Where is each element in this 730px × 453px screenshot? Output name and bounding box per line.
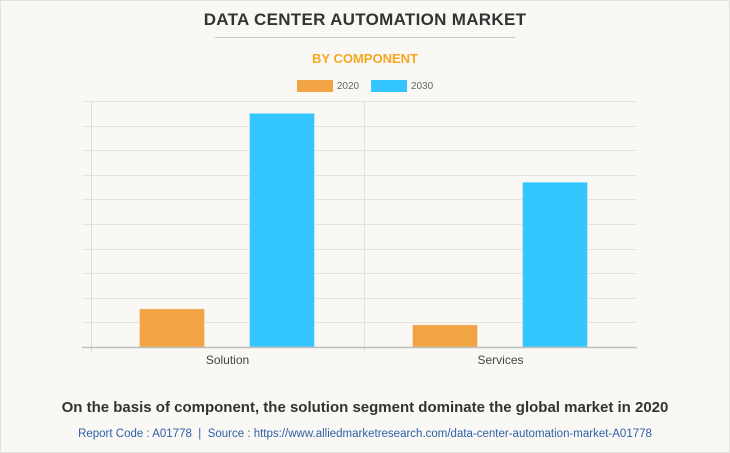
insight-caption: On the basis of component, the solution … xyxy=(61,399,669,416)
axes xyxy=(82,101,637,353)
x-tick-label: Solution xyxy=(206,353,249,367)
x-axis-labels: Solution Services xyxy=(206,353,524,367)
separator: | xyxy=(198,428,202,440)
source-line: Report Code : A01778 | Source : https://… xyxy=(0,428,730,440)
bar-solution-2020 xyxy=(139,308,205,348)
legend: 2020 2030 xyxy=(0,80,730,95)
bar-services-2030 xyxy=(522,181,588,348)
chart-subtitle: BY COMPONENT xyxy=(312,51,418,66)
legend-swatch-2030 xyxy=(370,80,407,92)
legend-label-2030: 2030 xyxy=(410,80,434,92)
bar-services-2020 xyxy=(412,324,478,348)
report-code: Report Code : A01778 xyxy=(78,428,192,440)
legend-label-2020: 2020 xyxy=(336,80,360,92)
chart-title: DATA CENTER AUTOMATION MARKET xyxy=(203,10,527,29)
legend-item-2020[interactable]: 2020 xyxy=(296,80,360,92)
bar-solution-2030 xyxy=(249,112,315,348)
legend-swatch-2020 xyxy=(296,80,333,92)
title-divider xyxy=(215,37,515,38)
x-tick-label: Services xyxy=(477,353,523,367)
source-link[interactable]: Source : https://www.alliedmarketresearc… xyxy=(207,428,652,440)
legend-item-2030[interactable]: 2030 xyxy=(370,80,434,92)
bars xyxy=(139,112,588,348)
